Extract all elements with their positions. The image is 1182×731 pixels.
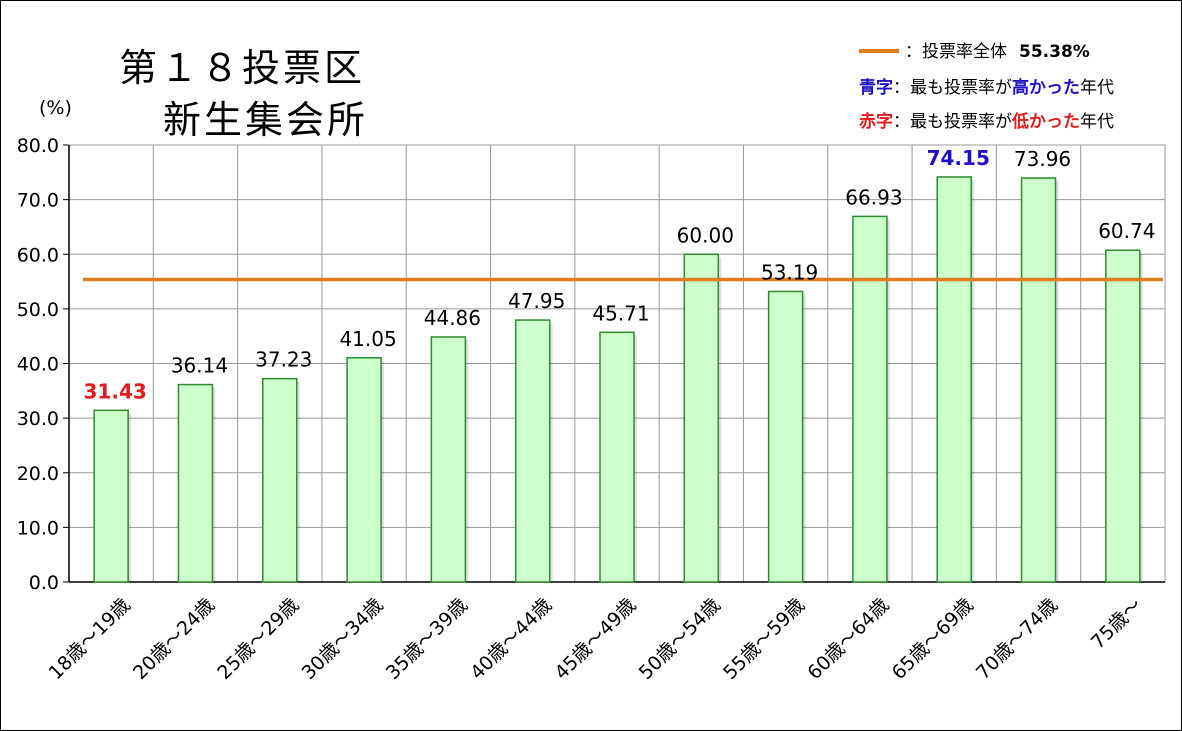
bar-value-label: 53.19 <box>761 260 818 284</box>
x-category-label: 40歳～44歳 <box>466 594 556 684</box>
bar <box>262 377 298 583</box>
bar-value-label: 36.14 <box>171 354 228 378</box>
bar <box>767 290 804 583</box>
bar <box>430 336 467 583</box>
x-category-label: 20歳～24歳 <box>129 594 219 684</box>
x-category-label: 18歳～19歳 <box>45 594 135 684</box>
bar <box>599 331 635 583</box>
bar <box>93 409 129 583</box>
x-category-label: 50歳～54歳 <box>635 594 725 684</box>
y-tick-label: 20.0 <box>17 463 59 485</box>
x-category-label: 45歳～49歳 <box>550 594 640 684</box>
legend-red-emphasis: 低かった <box>1012 112 1080 132</box>
bar <box>1105 249 1141 583</box>
legend-overall-text: ：投票率全体 <box>905 42 1007 62</box>
chart-title-line2: 新生集会所 <box>163 98 369 142</box>
bar-value-label: 66.93 <box>845 185 902 209</box>
bar-value-label: 41.05 <box>339 327 396 351</box>
legend-blue-emphasis: 高かった <box>1012 78 1080 98</box>
bar-value-label: 44.86 <box>424 306 481 330</box>
legend-blue-suffix: 年代 <box>1080 78 1114 98</box>
x-category-label: 25歳～29歳 <box>213 594 303 684</box>
bar-value-label: 74.15 <box>927 146 990 170</box>
y-tick-label: 0.0 <box>29 572 59 594</box>
y-tick-label: 30.0 <box>17 408 59 430</box>
legend-highest: 青字：最も投票率が高かった年代 <box>859 73 1114 98</box>
legend-overall-rate: ：投票率全体 55.38% <box>859 37 1090 62</box>
bar <box>514 319 551 583</box>
y-tick-label: 70.0 <box>17 190 59 212</box>
bar-value-label: 73.96 <box>1014 147 1071 171</box>
chart-title-line1: 第１８投票区 <box>119 46 366 90</box>
legend-line-swatch <box>859 49 899 53</box>
legend-red-key: 赤字 <box>859 112 893 132</box>
legend-overall-value: 55.38% <box>1019 42 1090 62</box>
y-tick-label: 50.0 <box>17 299 59 321</box>
bar-value-label: 60.00 <box>677 223 734 247</box>
bar-value-label: 37.23 <box>255 348 312 372</box>
bar <box>936 176 972 583</box>
x-category-label: 65歳～69歳 <box>888 594 978 684</box>
legend-lowest: 赤字：最も投票率が低かった年代 <box>859 107 1114 132</box>
x-category-label: 55歳～59歳 <box>719 594 809 684</box>
legend-red-text: ：最も投票率が <box>893 112 1012 132</box>
bar <box>346 357 382 583</box>
bar <box>683 253 720 583</box>
bar-value-label: 60.74 <box>1098 219 1155 243</box>
bar <box>177 383 214 583</box>
bar-value-label: 31.43 <box>84 379 147 403</box>
x-category-label: 75歳～ <box>1087 594 1147 654</box>
x-category-label: 30歳～34歳 <box>298 594 388 684</box>
y-tick-label: 10.0 <box>17 517 59 539</box>
legend-blue-key: 青字 <box>859 78 893 98</box>
y-tick-label: 60.0 <box>17 244 59 266</box>
y-tick-label: 40.0 <box>17 354 59 376</box>
x-category-label: 70歳～74歳 <box>972 594 1062 684</box>
y-axis-unit-label: (%) <box>39 97 72 119</box>
x-category-label: 60歳～64歳 <box>803 594 893 684</box>
legend-red-suffix: 年代 <box>1080 112 1114 132</box>
bar-value-label: 47.95 <box>508 289 565 313</box>
bar-value-label: 45.71 <box>592 301 649 325</box>
x-category-label: 35歳～39歳 <box>382 594 472 684</box>
y-tick-label: 80.0 <box>17 135 59 157</box>
bar <box>852 215 888 583</box>
bar <box>1020 177 1057 583</box>
legend-blue-text: ：最も投票率が <box>893 78 1012 98</box>
